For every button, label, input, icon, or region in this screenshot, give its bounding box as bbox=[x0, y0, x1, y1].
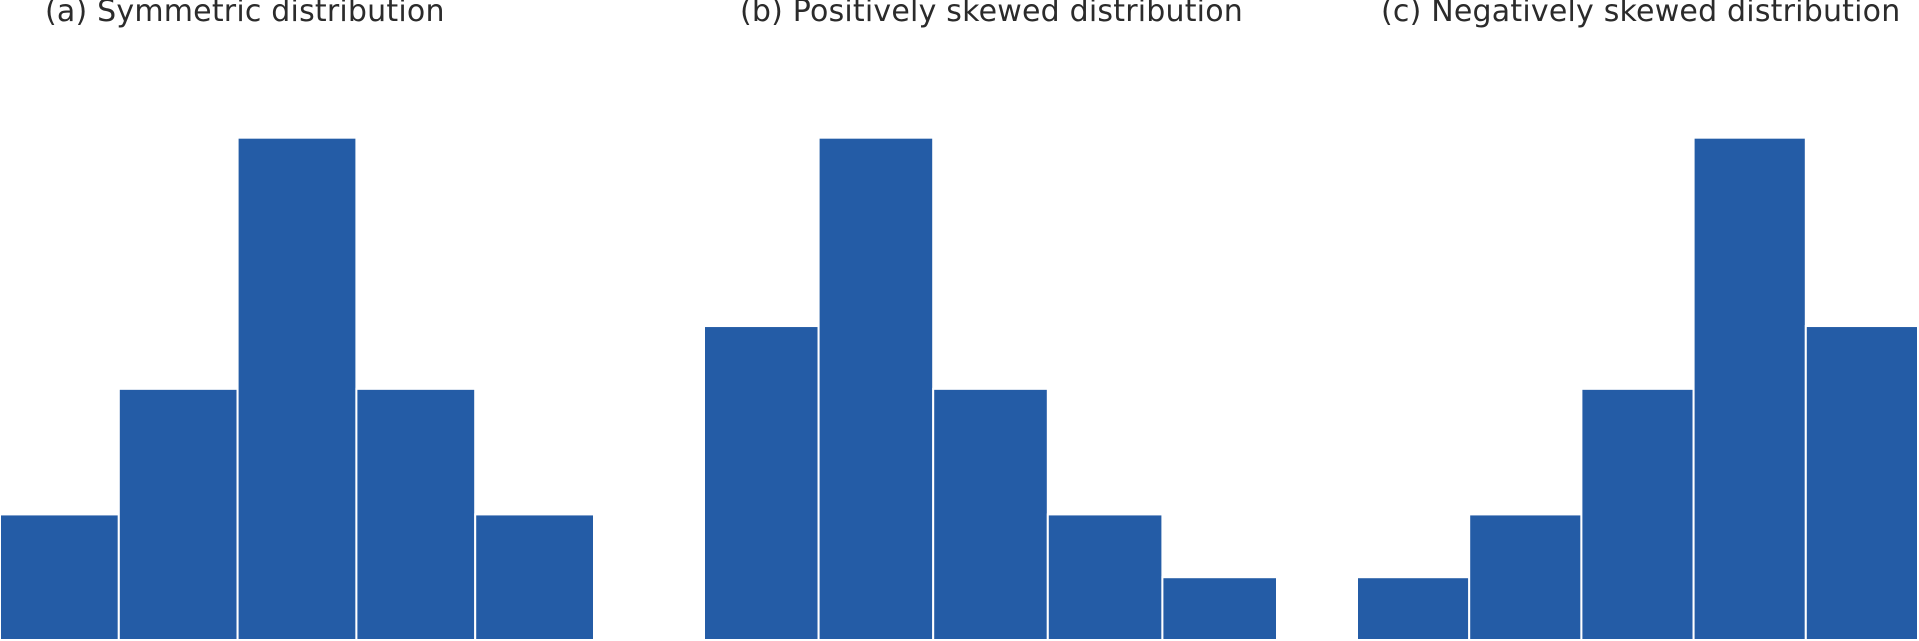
histogram-bar-2 bbox=[817, 136, 935, 641]
chart-title: (a) Symmetric distribution bbox=[45, 0, 445, 29]
histogram-bar-4 bbox=[355, 387, 477, 641]
histogram-bar-1 bbox=[0, 513, 120, 641]
histogram-plot bbox=[1356, 136, 1919, 641]
histogram-bar-3 bbox=[236, 136, 358, 641]
histogram-bar-4 bbox=[1692, 136, 1807, 641]
histogram-bar-3 bbox=[932, 387, 1049, 641]
histogram-panel-negative-skew: (c) Negatively skewed distribution bbox=[1356, 0, 1919, 641]
histogram-panel-symmetric: (a) Symmetric distribution bbox=[0, 0, 600, 641]
histogram-bar-1 bbox=[1356, 576, 1471, 641]
histogram-plot bbox=[0, 136, 596, 641]
histogram-bar-5 bbox=[474, 513, 596, 641]
chart-title: (c) Negatively skewed distribution bbox=[1381, 0, 1901, 29]
histogram-bar-2 bbox=[1468, 513, 1583, 641]
histogram-bar-5 bbox=[1161, 576, 1278, 641]
histogram-bar-4 bbox=[1046, 513, 1164, 641]
histogram-bar-2 bbox=[117, 387, 239, 641]
histogram-bar-1 bbox=[703, 325, 820, 641]
histogram-panel-positive-skew: (b) Positively skewed distribution bbox=[703, 0, 1283, 641]
chart-title: (b) Positively skewed distribution bbox=[740, 0, 1243, 29]
histogram-bar-5 bbox=[1804, 325, 1919, 641]
histogram-bar-3 bbox=[1580, 387, 1695, 641]
histogram-plot bbox=[703, 136, 1278, 641]
